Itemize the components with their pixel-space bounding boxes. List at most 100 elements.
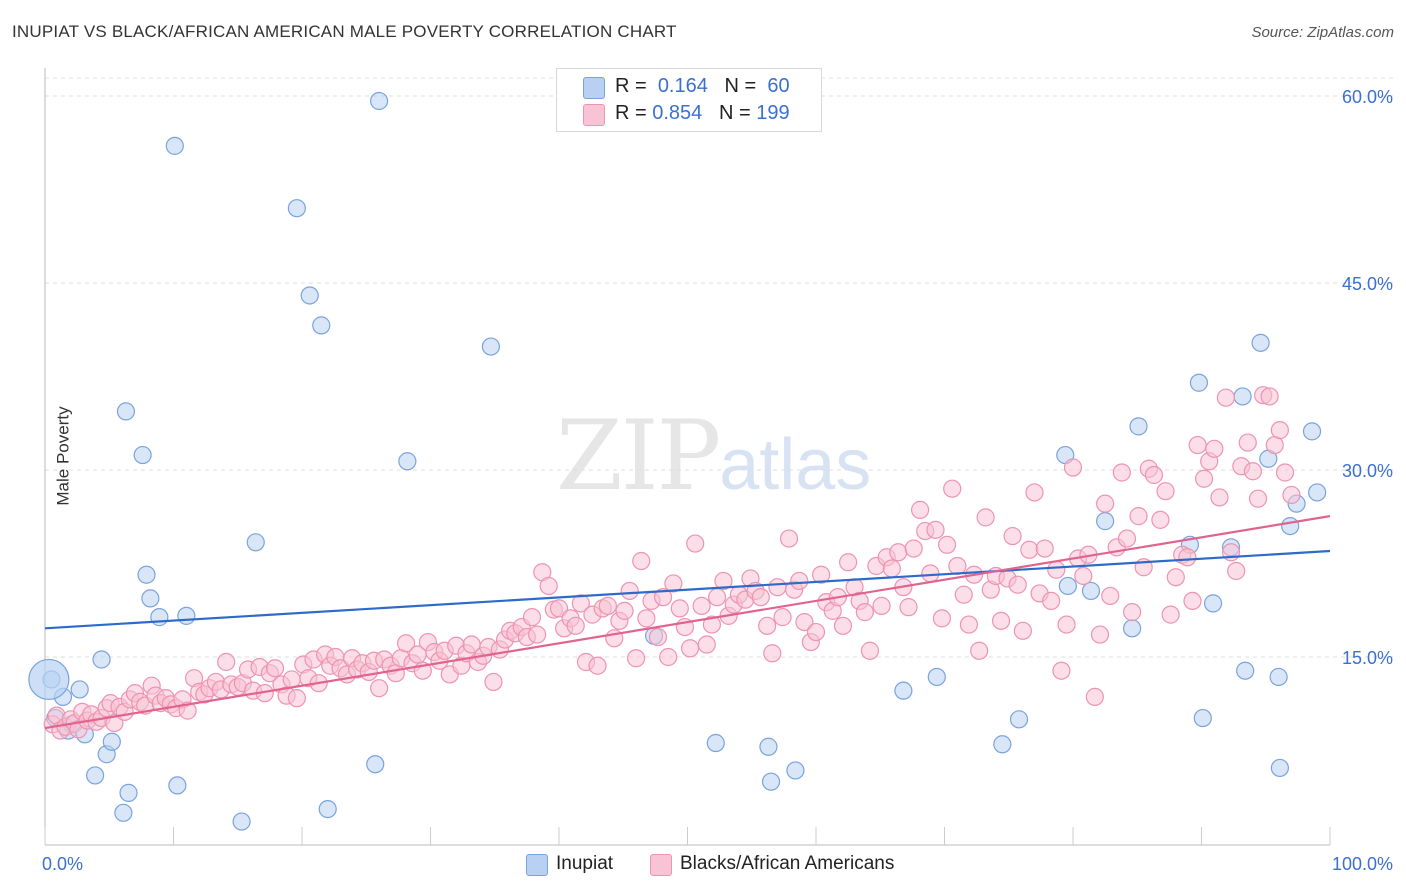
data-point-black [773, 608, 792, 627]
legend-r-value-black: 0.854 [652, 102, 703, 124]
data-point-inupiat [398, 452, 417, 471]
x-tick-label-max: 100.0% [1332, 854, 1393, 874]
zipatlas-watermark: ZIPatlas [556, 400, 871, 512]
data-point-black [287, 689, 306, 708]
data-point-black [1042, 591, 1061, 611]
legend-swatch-inupiat [583, 77, 605, 99]
data-point-black [763, 644, 782, 663]
data-point-black [1096, 494, 1115, 513]
chart-title: INUPIAT VS BLACK/AFRICAN AMERICAN MALE P… [12, 22, 677, 41]
data-point-black [1178, 548, 1197, 567]
axes [44, 68, 1331, 846]
data-point-black [1025, 483, 1044, 502]
data-point-inupiat [927, 667, 946, 687]
data-point-black [1074, 566, 1093, 586]
data-point-inupiat [141, 589, 160, 608]
data-point-black [1101, 586, 1120, 606]
data-point-black [1183, 591, 1202, 611]
data-point-black [714, 571, 733, 591]
data-point-inupiat [133, 445, 152, 465]
data-point-black [692, 596, 711, 615]
data-point-black [954, 585, 973, 604]
data-point-inupiat [1251, 333, 1270, 352]
data-point-black [1085, 687, 1104, 706]
data-point-inupiat [1269, 667, 1288, 687]
data-point-black [910, 500, 930, 519]
data-point-black [1156, 482, 1175, 501]
data-point-black [860, 641, 880, 660]
data-point-inupiat [150, 608, 169, 627]
data-point-black [855, 603, 874, 622]
data-point-inupiat [1129, 417, 1148, 436]
data-point-inupiat [1058, 576, 1077, 596]
data-point-black [758, 616, 777, 635]
data-point-inupiat [1193, 708, 1212, 728]
data-point-inupiat [70, 680, 89, 699]
bottom-legend-label-black: Blacks/African Americans [680, 853, 895, 874]
data-point-inupiat [114, 803, 133, 822]
data-point-black [653, 588, 673, 607]
data-point-inupiat [1009, 710, 1029, 729]
data-point-inupiat [92, 650, 111, 669]
data-point-black [948, 556, 967, 576]
data-point-black [1123, 603, 1142, 622]
data-point-black [588, 656, 607, 675]
data-point-black [1003, 526, 1022, 546]
data-point-black [1090, 625, 1110, 644]
data-point-inupiat [993, 735, 1012, 754]
data-point-black [1052, 661, 1071, 680]
data-point-inupiat [1233, 387, 1252, 406]
legend-row-black: R = 0.854 N = 199 [615, 100, 790, 126]
data-point-inupiat [1270, 758, 1289, 778]
data-point-black [686, 534, 705, 553]
data-point-black [217, 652, 236, 672]
data-point-black [991, 611, 1011, 630]
data-point-inupiat [481, 337, 500, 356]
data-point-black [1238, 433, 1257, 452]
data-point-black [1013, 621, 1032, 640]
legend-n-label: N = [724, 75, 757, 97]
data-point-black [1188, 435, 1207, 455]
data-point-inupiat [287, 199, 306, 218]
data-point-black [806, 622, 826, 642]
data-point-black [790, 571, 809, 591]
data-point-black [670, 599, 689, 618]
data-point-black [768, 578, 787, 597]
inupiat-points [28, 91, 1327, 831]
data-point-black [620, 581, 639, 601]
legend-n-value-black: 199 [756, 102, 790, 124]
data-point-black [1210, 488, 1229, 507]
data-point-inupiat [894, 681, 913, 700]
data-point-inupiat [102, 732, 121, 751]
y-tick-label: 60.0% [1342, 87, 1393, 107]
data-point-black [1020, 540, 1039, 559]
data-point-inupiat-large [28, 658, 70, 701]
data-point-black [1275, 463, 1295, 482]
data-point-inupiat [312, 316, 331, 335]
data-point-black [899, 598, 918, 617]
data-point-inupiat [1302, 422, 1322, 441]
data-point-black [1129, 507, 1148, 526]
data-point-black [626, 649, 646, 668]
data-point-black [659, 647, 678, 667]
data-point-inupiat [246, 533, 265, 552]
data-point-black [959, 615, 979, 634]
data-point-black [615, 601, 634, 620]
data-point-black [396, 634, 416, 653]
data-point-black [664, 574, 683, 593]
data-point-inupiat [177, 606, 196, 625]
data-point-black [1248, 489, 1268, 508]
data-point-black [105, 713, 124, 733]
data-point-black [697, 635, 716, 654]
data-point-black [1270, 421, 1289, 440]
data-point-inupiat [1203, 594, 1223, 613]
data-point-inupiat [366, 755, 385, 774]
data-point-inupiat [1281, 516, 1300, 536]
y-tick-label: 30.0% [1342, 461, 1393, 481]
data-point-inupiat [116, 402, 136, 421]
watermark-atlas: atlas [719, 425, 872, 505]
data-point-inupiat [1123, 619, 1142, 638]
data-point-black [779, 529, 799, 548]
data-point-black [1047, 560, 1066, 579]
data-point-black [904, 539, 923, 558]
